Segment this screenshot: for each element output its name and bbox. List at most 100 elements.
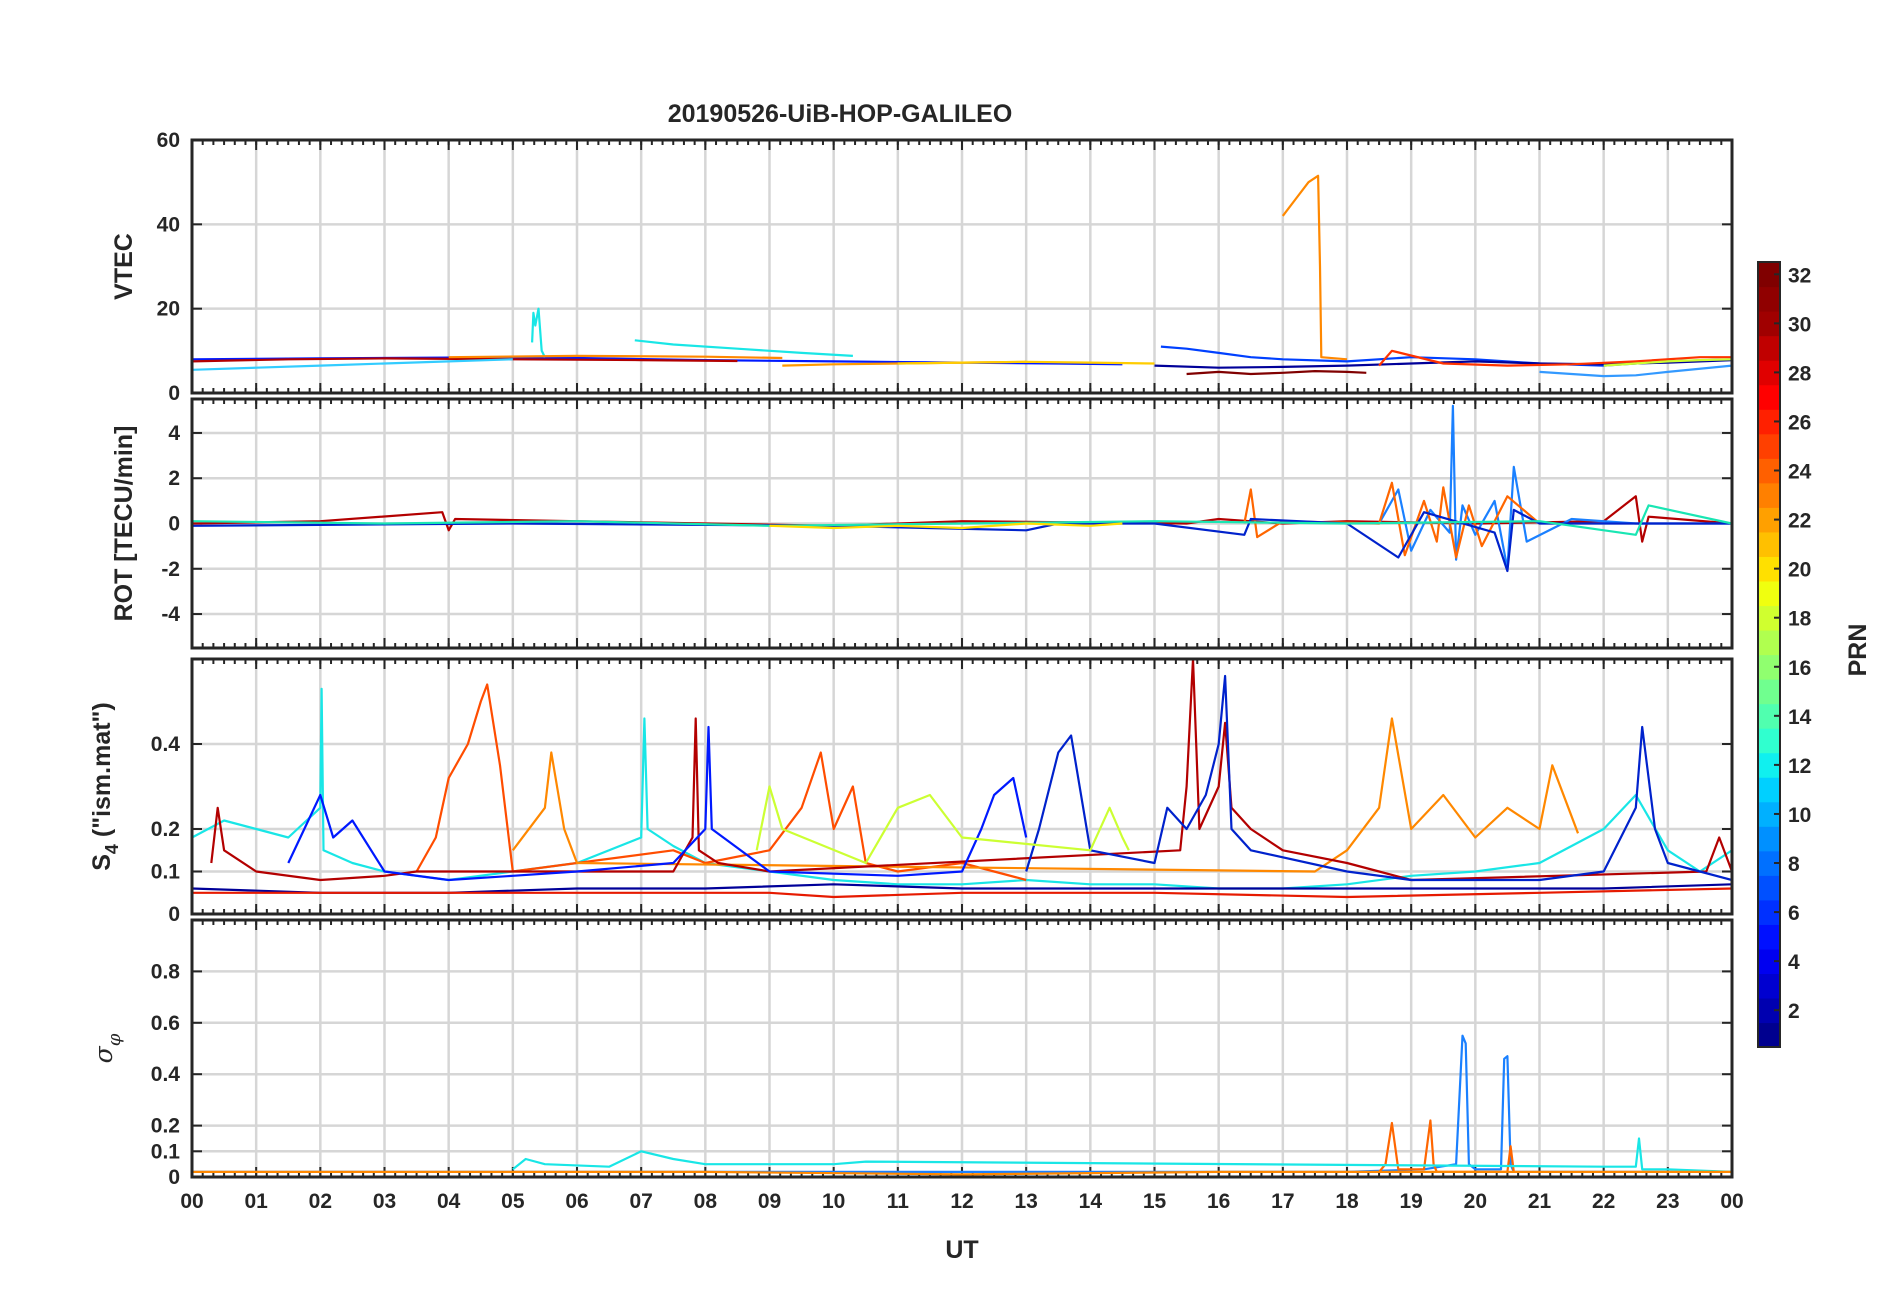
colorbar-tick-label: 22: [1788, 510, 1811, 533]
x-tick-label: 13: [1014, 1190, 1037, 1213]
series-prn-27: [1378, 349, 1732, 367]
colorbar-swatch: [1758, 679, 1780, 705]
panel-sigma: 0 0.10.2 0.4 0.6 0.8 σφ 00 01 02 03 04 05 06 07 08 09 10…: [89, 918, 1744, 1213]
x-tick-label: 16: [1207, 1190, 1230, 1213]
series-prn-24: [1281, 174, 1348, 361]
series-prn-19: [755, 785, 1130, 865]
series-prn-12: [634, 339, 853, 357]
colorbar-tick-label: 28: [1788, 362, 1812, 385]
colorbar-swatch: [1758, 335, 1780, 361]
colorbar-swatch: [1758, 752, 1780, 778]
series-prn-21: [769, 522, 1123, 530]
colorbar-tick-label: 30: [1788, 313, 1811, 336]
series-prn-25: [1378, 1119, 1515, 1174]
x-tick-label: 11: [887, 1190, 910, 1213]
series-prn-24: [448, 354, 783, 360]
colorbar-tick-label: 26: [1788, 411, 1811, 434]
colorbar-swatch: [1758, 924, 1780, 950]
y-axis-label-sigma: σφ: [89, 1033, 125, 1063]
axes-frame-sigma: [190, 918, 1734, 1179]
y-tick-label: 0: [168, 513, 180, 536]
x-tick-label: 07: [629, 1190, 652, 1213]
x-tick-label: 08: [694, 1190, 718, 1213]
colorbar-swatch: [1758, 973, 1780, 999]
series-prn-24: [192, 1170, 1732, 1176]
x-tick-label: 14: [1079, 1190, 1103, 1213]
series-prn-11: [192, 358, 513, 371]
colorbar-swatch: [1758, 629, 1780, 656]
axes-frame-vtec: [190, 138, 1734, 395]
colorbar-tick-label: 10: [1788, 804, 1811, 827]
y-tick-label: 40: [157, 213, 180, 236]
colorbar-swatch: [1758, 360, 1780, 386]
x-tick-label: 05: [501, 1190, 525, 1213]
series-prn-31: [210, 659, 1732, 882]
colorbar-swatch: [1758, 262, 1780, 288]
y-tick-label: 0.1: [151, 861, 181, 884]
x-tick-label: 22: [1592, 1190, 1615, 1213]
y-tick-label: 0.4: [151, 733, 181, 756]
series-prn-31: [192, 357, 738, 363]
colorbar-swatch: [1758, 1022, 1780, 1048]
colorbar-swatch: [1758, 311, 1780, 337]
y-tick-label: 4: [168, 422, 180, 445]
y-tick-label: 0.2: [151, 818, 180, 841]
series-prn-26: [415, 683, 1027, 882]
colorbar-label: PRN: [1844, 624, 1872, 677]
x-tick-label: 09: [758, 1190, 781, 1213]
y-tick-label: 20: [157, 298, 180, 321]
x-tick-label: 06: [565, 1190, 588, 1213]
colorbar-swatch: [1758, 948, 1780, 975]
colorbar-tick-label: 32: [1788, 264, 1811, 287]
colorbar-tick-label: 18: [1788, 608, 1812, 631]
y-axis-label-rot: ROT [TECU/min]: [110, 426, 138, 622]
series-group-rot: [192, 404, 1732, 573]
series-prn-14: [192, 504, 1732, 536]
series-prn-28: [192, 887, 1732, 899]
x-tick-label: 19: [1399, 1190, 1422, 1213]
colorbar-swatch: [1758, 826, 1780, 852]
colorbar-tick-label: 6: [1788, 902, 1800, 925]
colorbar-frame: [1757, 261, 1781, 1048]
series-prn-31: [192, 495, 1732, 543]
x-axis-label: UT: [945, 1236, 978, 1264]
colorbar-swatch: [1758, 433, 1780, 459]
y-tick-label: 0.6: [151, 1012, 180, 1035]
colorbar-tick-label: 12: [1788, 755, 1811, 778]
colorbar-swatch: [1758, 531, 1780, 557]
series-prn-21: [897, 360, 1155, 365]
colorbar-swatch: [1758, 899, 1780, 925]
y-tick-label: 2: [168, 467, 180, 490]
y-tick-label: 0.8: [151, 960, 181, 983]
colorbar-swatch: [1758, 556, 1780, 582]
x-tick-label: 15: [1143, 1190, 1167, 1213]
colorbar-swatch: [1758, 997, 1780, 1024]
colorbar-swatch: [1758, 605, 1780, 631]
x-tick-label: 04: [437, 1190, 461, 1213]
y-tick-label: 0.1: [151, 1140, 181, 1163]
series-prn-25: [1243, 481, 1541, 559]
x-tick-label: 12: [950, 1190, 973, 1213]
axes-frame-rot: [190, 397, 1734, 650]
x-tick-label: 01: [244, 1190, 268, 1213]
y-tick-label: 0: [168, 1166, 180, 1189]
colorbar-tick-label: 16: [1788, 657, 1811, 680]
colorbar-swatch: [1758, 384, 1780, 410]
colorbar-tick-label: 2: [1788, 1000, 1800, 1023]
x-tick-label: 03: [373, 1190, 396, 1213]
colorbar-swatch: [1758, 286, 1780, 312]
colorbar-tick-label: 14: [1788, 706, 1812, 729]
y-axis-label-vtec: VTEC: [110, 233, 138, 300]
colorbar-swatch: [1758, 409, 1780, 435]
x-tick-label: 23: [1656, 1190, 1679, 1213]
colorbar-swatch: [1758, 728, 1780, 754]
series-prn-3: [1025, 674, 1732, 882]
panel-rot: -4 -2 0 2 4 ROT [TECU/min]: [110, 397, 1734, 650]
axes-frame-s4: [190, 657, 1734, 916]
y-tick-label: 0: [168, 382, 180, 405]
colorbar-tick-label: 20: [1788, 559, 1811, 582]
colorbar-swatch: [1758, 875, 1780, 901]
x-tick-label: 02: [309, 1190, 332, 1213]
colorbar-swatch: [1758, 801, 1780, 827]
